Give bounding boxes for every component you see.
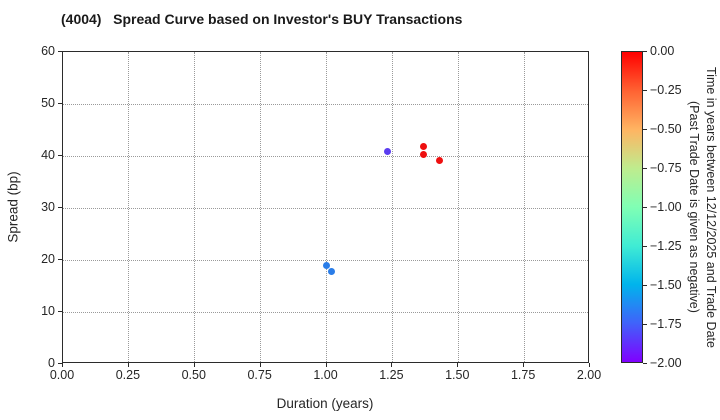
y-tick-label: 60 bbox=[41, 44, 55, 58]
chart-title: (4004) Spread Curve based on Investor's … bbox=[61, 11, 463, 27]
x-gridline bbox=[326, 52, 327, 362]
y-tick-mark bbox=[58, 259, 62, 260]
y-gridline bbox=[63, 155, 588, 157]
x-gridline bbox=[260, 52, 262, 362]
x-tick-mark bbox=[127, 363, 129, 367]
x-gridline bbox=[128, 52, 130, 362]
y-gridline bbox=[63, 259, 588, 261]
x-tick-mark bbox=[523, 363, 525, 367]
y-tick-mark bbox=[58, 103, 62, 104]
x-gridline bbox=[523, 52, 525, 362]
x-tick-label: 0.25 bbox=[115, 368, 141, 382]
colorbar-tick-label: 0.00 bbox=[650, 44, 675, 58]
x-gridline bbox=[391, 52, 393, 362]
colorbar-tick-mark bbox=[643, 129, 647, 130]
y-tick-label: 40 bbox=[41, 148, 55, 162]
colorbar-tick-mark bbox=[643, 285, 647, 286]
y-gridline bbox=[63, 207, 588, 209]
x-tick-label: 0.50 bbox=[181, 368, 206, 382]
data-point bbox=[420, 151, 428, 159]
colorbar-tick-mark bbox=[643, 168, 647, 169]
colorbar-tick-mark bbox=[643, 207, 647, 208]
x-tick-label: 0.00 bbox=[49, 368, 75, 382]
colorbar-label-line2: (Past Trade Date is given as negative) bbox=[687, 101, 701, 313]
colorbar-gradient bbox=[621, 51, 643, 363]
x-tick-label: 1.25 bbox=[379, 368, 404, 382]
colorbar-tick-label: −1.75 bbox=[650, 317, 682, 331]
y-gridline bbox=[63, 103, 588, 105]
data-point bbox=[420, 142, 428, 150]
y-tick-label: 30 bbox=[41, 200, 55, 214]
y-tick-mark bbox=[58, 51, 62, 52]
data-point bbox=[383, 148, 391, 156]
x-axis-label: Duration (years) bbox=[276, 396, 374, 411]
colorbar-tick-mark bbox=[643, 324, 647, 325]
x-tick-mark bbox=[259, 363, 261, 367]
y-tick-mark bbox=[58, 207, 62, 208]
y-tick-mark bbox=[58, 363, 62, 364]
colorbar-label-line1: Time in years between 12/12/2025 and Tra… bbox=[704, 66, 718, 348]
x-tick-mark bbox=[391, 363, 393, 367]
colorbar-tick-mark bbox=[643, 90, 647, 91]
colorbar-tick-label: −0.50 bbox=[650, 122, 682, 136]
y-tick-label: 10 bbox=[41, 304, 55, 318]
x-tick-label: 1.50 bbox=[445, 368, 470, 382]
x-tick-mark bbox=[457, 363, 459, 367]
colorbar-tick-label: −2.00 bbox=[650, 356, 682, 370]
x-tick-label: 1.00 bbox=[313, 368, 338, 382]
x-tick-mark bbox=[193, 363, 195, 367]
colorbar-tick-label: −1.00 bbox=[650, 200, 682, 214]
x-tick-label: 2.00 bbox=[576, 368, 602, 382]
colorbar-tick-mark bbox=[643, 246, 647, 247]
x-gridline bbox=[194, 52, 196, 362]
data-point bbox=[436, 157, 444, 165]
colorbar-tick-label: −1.50 bbox=[650, 278, 682, 292]
plot-area bbox=[62, 51, 589, 363]
colorbar-tick-label: −0.25 bbox=[650, 83, 682, 97]
x-tick-mark bbox=[589, 363, 590, 367]
colorbar-tick-mark bbox=[643, 51, 647, 52]
x-tick-label: 1.75 bbox=[510, 368, 536, 382]
data-point bbox=[323, 262, 330, 270]
colorbar-tick-mark bbox=[643, 363, 647, 364]
x-tick-mark bbox=[325, 363, 327, 367]
y-tick-label: 0 bbox=[48, 356, 55, 370]
colorbar-tick-label: −0.75 bbox=[650, 161, 682, 175]
y-tick-label: 20 bbox=[41, 252, 55, 266]
data-point bbox=[328, 267, 336, 275]
y-tick-mark bbox=[58, 311, 62, 312]
x-gridline bbox=[457, 52, 459, 362]
colorbar-tick-label: −1.25 bbox=[650, 239, 682, 253]
colorbar-axis-label: Time in years between 12/12/2025 and Tra… bbox=[681, 40, 719, 374]
x-tick-label: 0.75 bbox=[247, 368, 272, 382]
y-tick-mark bbox=[58, 155, 62, 156]
y-gridline bbox=[63, 311, 588, 313]
y-tick-label: 50 bbox=[41, 96, 55, 110]
x-tick-mark bbox=[62, 363, 63, 367]
